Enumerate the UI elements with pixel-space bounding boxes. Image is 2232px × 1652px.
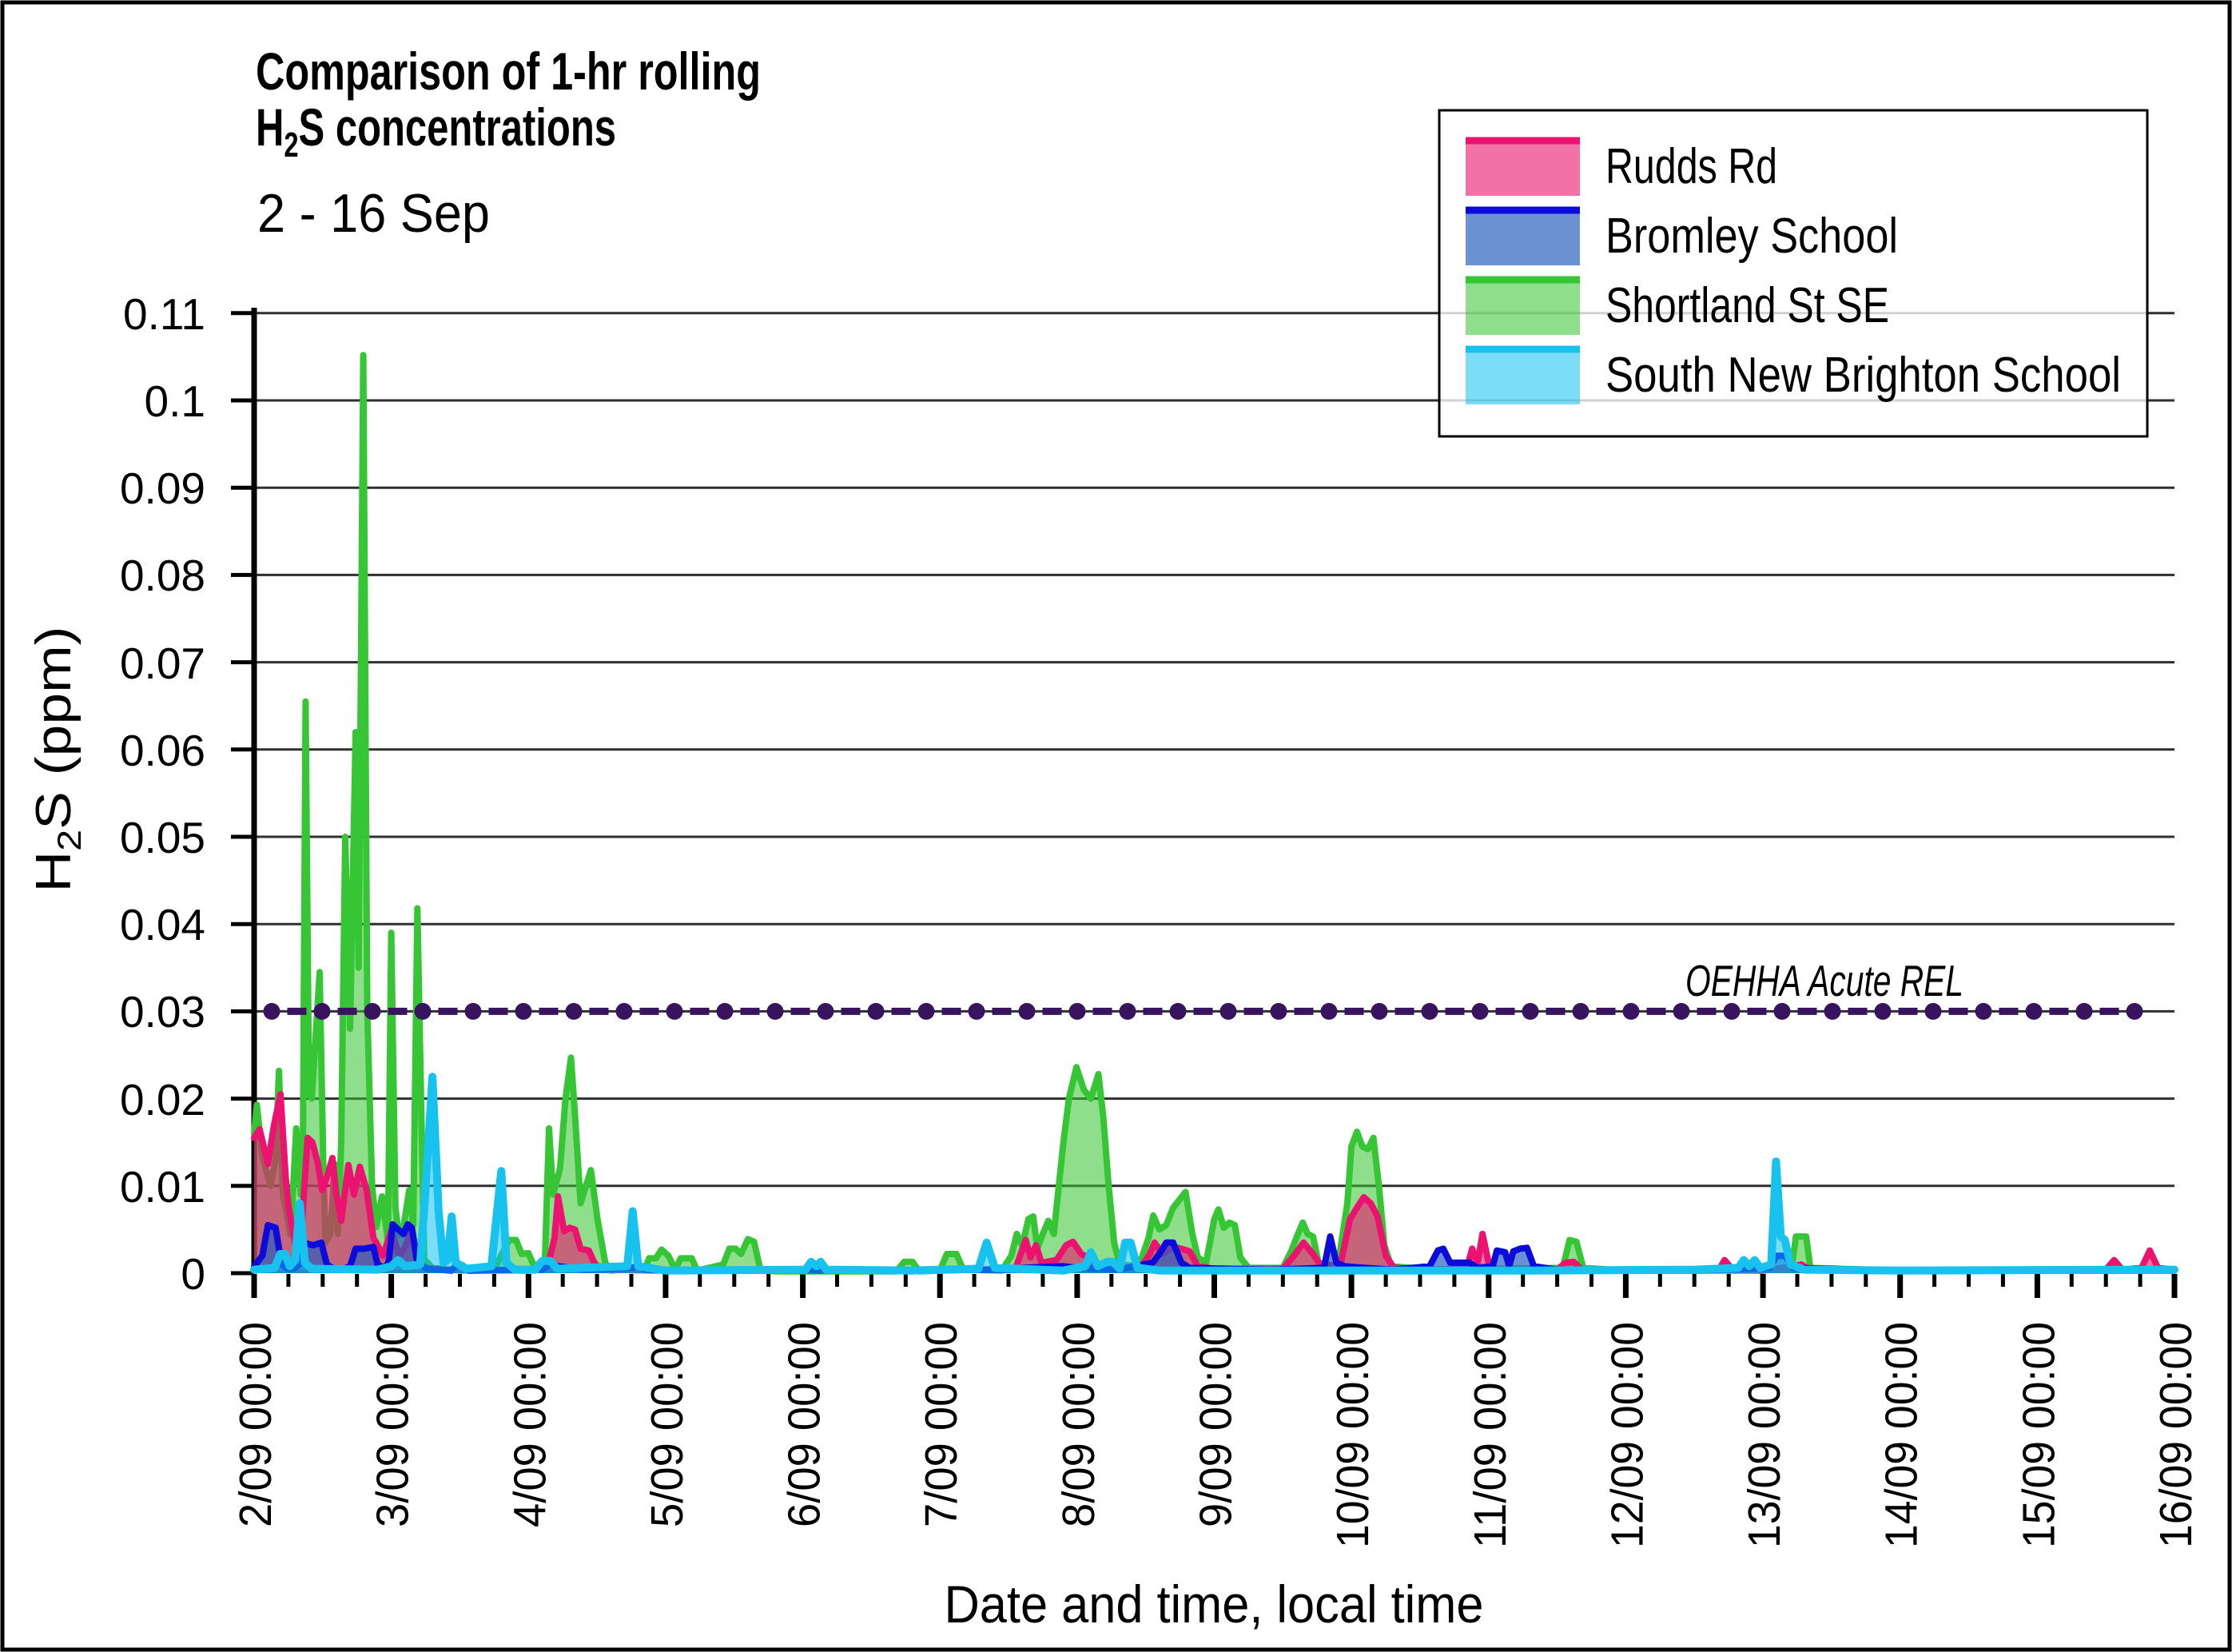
svg-text:Comparison of 1-hr rolling: Comparison of 1-hr rolling (256, 42, 761, 101)
svg-text:0.07: 0.07 (120, 639, 205, 688)
svg-text:8/09 00:00: 8/09 00:00 (1053, 1322, 1104, 1527)
svg-text:OEHHA Acute REL: OEHHA Acute REL (1685, 956, 1963, 1005)
svg-text:0.09: 0.09 (120, 464, 205, 513)
svg-text:2 - 16 Sep: 2 - 16 Sep (257, 183, 490, 244)
svg-text:12/09 00:00: 12/09 00:00 (1601, 1322, 1653, 1548)
svg-text:11/09 00:00: 11/09 00:00 (1465, 1322, 1516, 1548)
svg-text:0: 0 (181, 1249, 205, 1299)
svg-text:Bromley School: Bromley School (1605, 209, 1898, 264)
svg-text:0.04: 0.04 (120, 900, 205, 949)
svg-text:Shortland St SE: Shortland St SE (1605, 278, 1889, 333)
svg-text:Rudds Rd: Rudds Rd (1605, 139, 1777, 194)
svg-text:10/09 00:00: 10/09 00:00 (1327, 1322, 1379, 1548)
svg-text:16/09 00:00: 16/09 00:00 (2150, 1322, 2202, 1548)
svg-text:14/09 00:00: 14/09 00:00 (1876, 1322, 1928, 1548)
svg-text:9/09 00:00: 9/09 00:00 (1191, 1322, 1242, 1527)
svg-text:0.1: 0.1 (145, 376, 205, 426)
svg-text:15/09 00:00: 15/09 00:00 (2013, 1322, 2064, 1548)
svg-text:Date and time, local time: Date and time, local time (945, 1574, 1484, 1634)
svg-text:7/09 00:00: 7/09 00:00 (916, 1322, 967, 1527)
svg-text:0.05: 0.05 (120, 813, 205, 862)
svg-text:0.11: 0.11 (123, 289, 205, 339)
svg-text:0.03: 0.03 (120, 987, 205, 1037)
svg-text:2/09 00:00: 2/09 00:00 (230, 1322, 281, 1527)
svg-text:South New Brighton School: South New Brighton School (1605, 348, 2121, 403)
svg-text:H2S (ppm): H2S (ppm) (26, 627, 88, 893)
svg-text:4/09 00:00: 4/09 00:00 (504, 1322, 555, 1527)
svg-text:0.01: 0.01 (120, 1162, 205, 1212)
svg-text:H2S concentrations: H2S concentrations (256, 98, 616, 165)
svg-text:0.08: 0.08 (120, 551, 205, 600)
svg-text:5/09 00:00: 5/09 00:00 (642, 1322, 693, 1527)
svg-text:0.02: 0.02 (120, 1075, 205, 1125)
svg-text:0.06: 0.06 (120, 726, 205, 775)
svg-text:3/09 00:00: 3/09 00:00 (368, 1322, 419, 1527)
svg-text:13/09 00:00: 13/09 00:00 (1739, 1322, 1790, 1548)
svg-text:6/09 00:00: 6/09 00:00 (779, 1322, 830, 1527)
